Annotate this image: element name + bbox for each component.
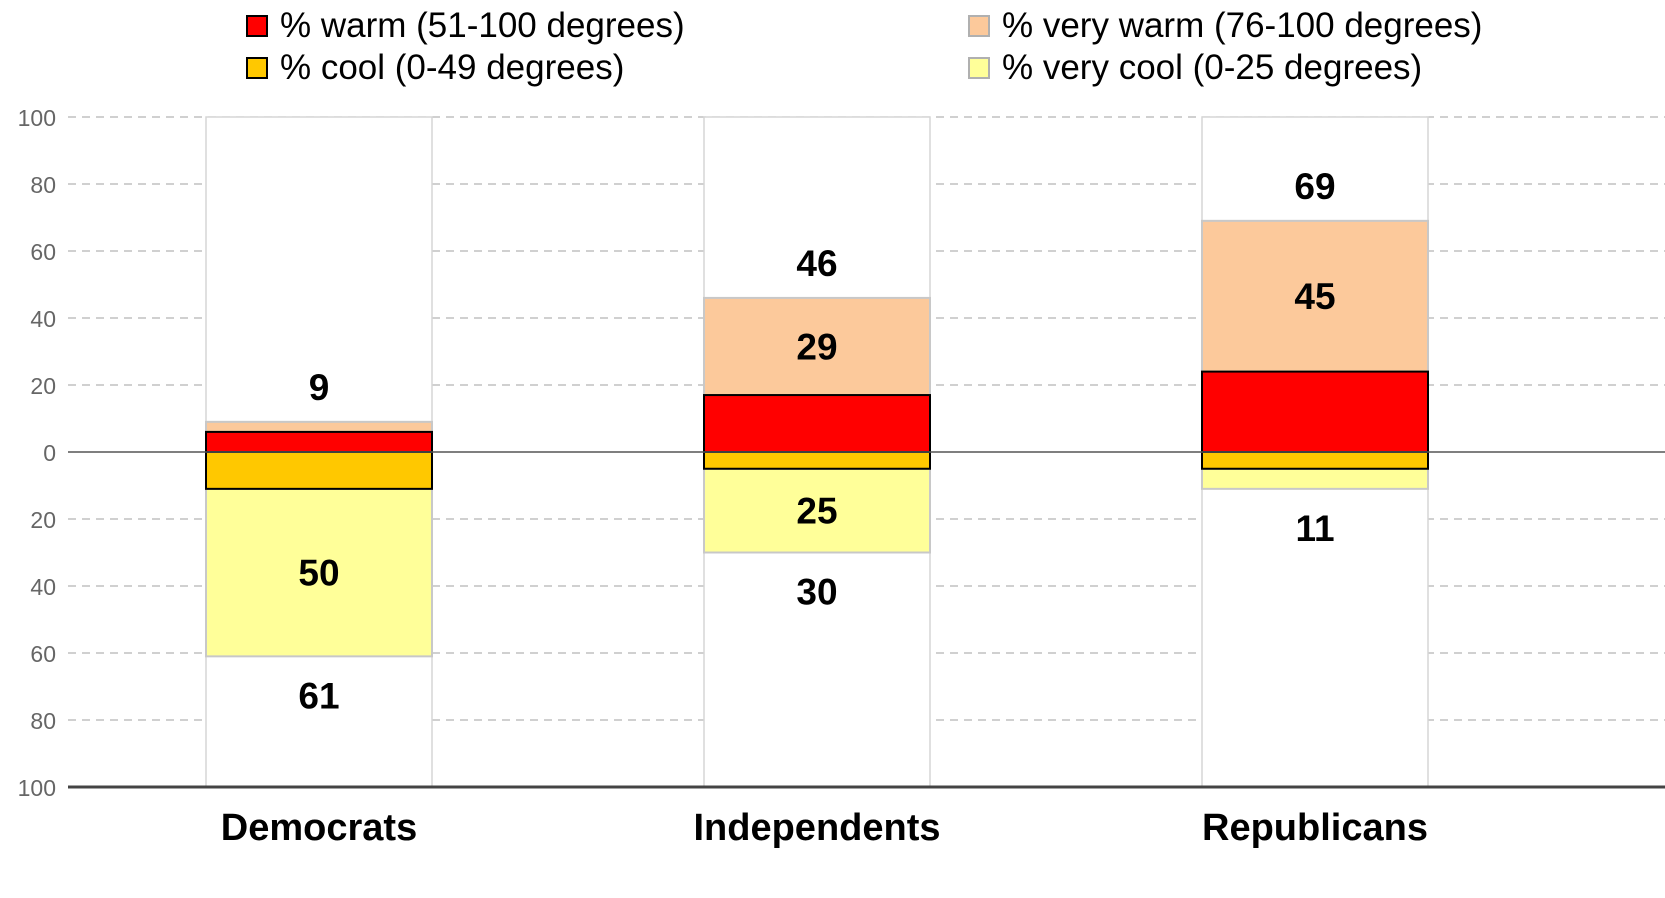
legend-label-very-warm: % very warm (76-100 degrees) [1002,6,1483,45]
bar-warm [1201,370,1429,454]
bar-very-warm [703,296,931,397]
bar-warm [205,430,433,453]
bar-cool [205,451,433,490]
y-tick-label: 40 [30,306,56,332]
y-tick-label: 80 [30,172,56,198]
y-tick-label: 80 [30,708,56,734]
axis-layer [68,451,1665,789]
bar-very-cool [703,467,931,554]
y-tick-label: 20 [30,507,56,533]
total-cool-label: 11 [1295,508,1334,549]
y-tick-label: 0 [43,440,56,466]
y-tick-label: 20 [30,373,56,399]
bar-warm [703,394,931,453]
legend-label-warm: % warm (51-100 degrees) [280,6,685,45]
total-warm-label: 69 [1294,166,1335,207]
legend-swatch-very-cool [968,57,990,79]
y-tick-label: 40 [30,574,56,600]
total-warm-label: 9 [309,367,330,408]
legend-swatch-warm [246,15,268,37]
very-warm-value-label: 29 [796,326,837,367]
legend-swatch-cool [246,57,268,79]
label-layer: 100 80 60 40 20 0 20 40 60 80 100 9 61 50 Democrats 46 3… [18,105,1428,849]
legend-item-warm: % warm (51-100 degrees) [246,6,685,46]
y-tick-label: 100 [18,775,56,801]
y-tick-label: 60 [30,641,56,667]
bar-very-cool [1201,467,1429,490]
bar-cool [1201,451,1429,470]
legend-item-very-cool: % very cool (0-25 degrees) [968,48,1422,88]
legend-label-cool: % cool (0-49 degrees) [280,48,625,87]
legend-item-cool: % cool (0-49 degrees) [246,48,624,88]
bar-layer [205,219,1429,658]
bar-very-cool [205,487,433,658]
category-label: Republicans [1202,807,1428,849]
total-warm-label: 46 [796,243,837,284]
category-label: Democrats [221,807,417,849]
y-tick-label: 100 [18,105,56,131]
category-label: Independents [693,807,940,849]
legend-item-very-warm: % very warm (76-100 degrees) [968,6,1482,46]
legend-label-very-cool: % very cool (0-25 degrees) [1002,48,1423,87]
total-cool-label: 61 [298,675,339,716]
bar-very-warm [205,420,433,433]
very-cool-value-label: 50 [298,553,339,594]
legend-swatch-very-warm [968,15,990,37]
very-cool-value-label: 25 [796,491,837,532]
bar-cool [703,451,931,470]
bar-very-warm [1201,219,1429,373]
y-tick-label: 60 [30,239,56,265]
very-warm-value-label: 45 [1294,276,1335,317]
total-cool-label: 30 [796,572,837,613]
